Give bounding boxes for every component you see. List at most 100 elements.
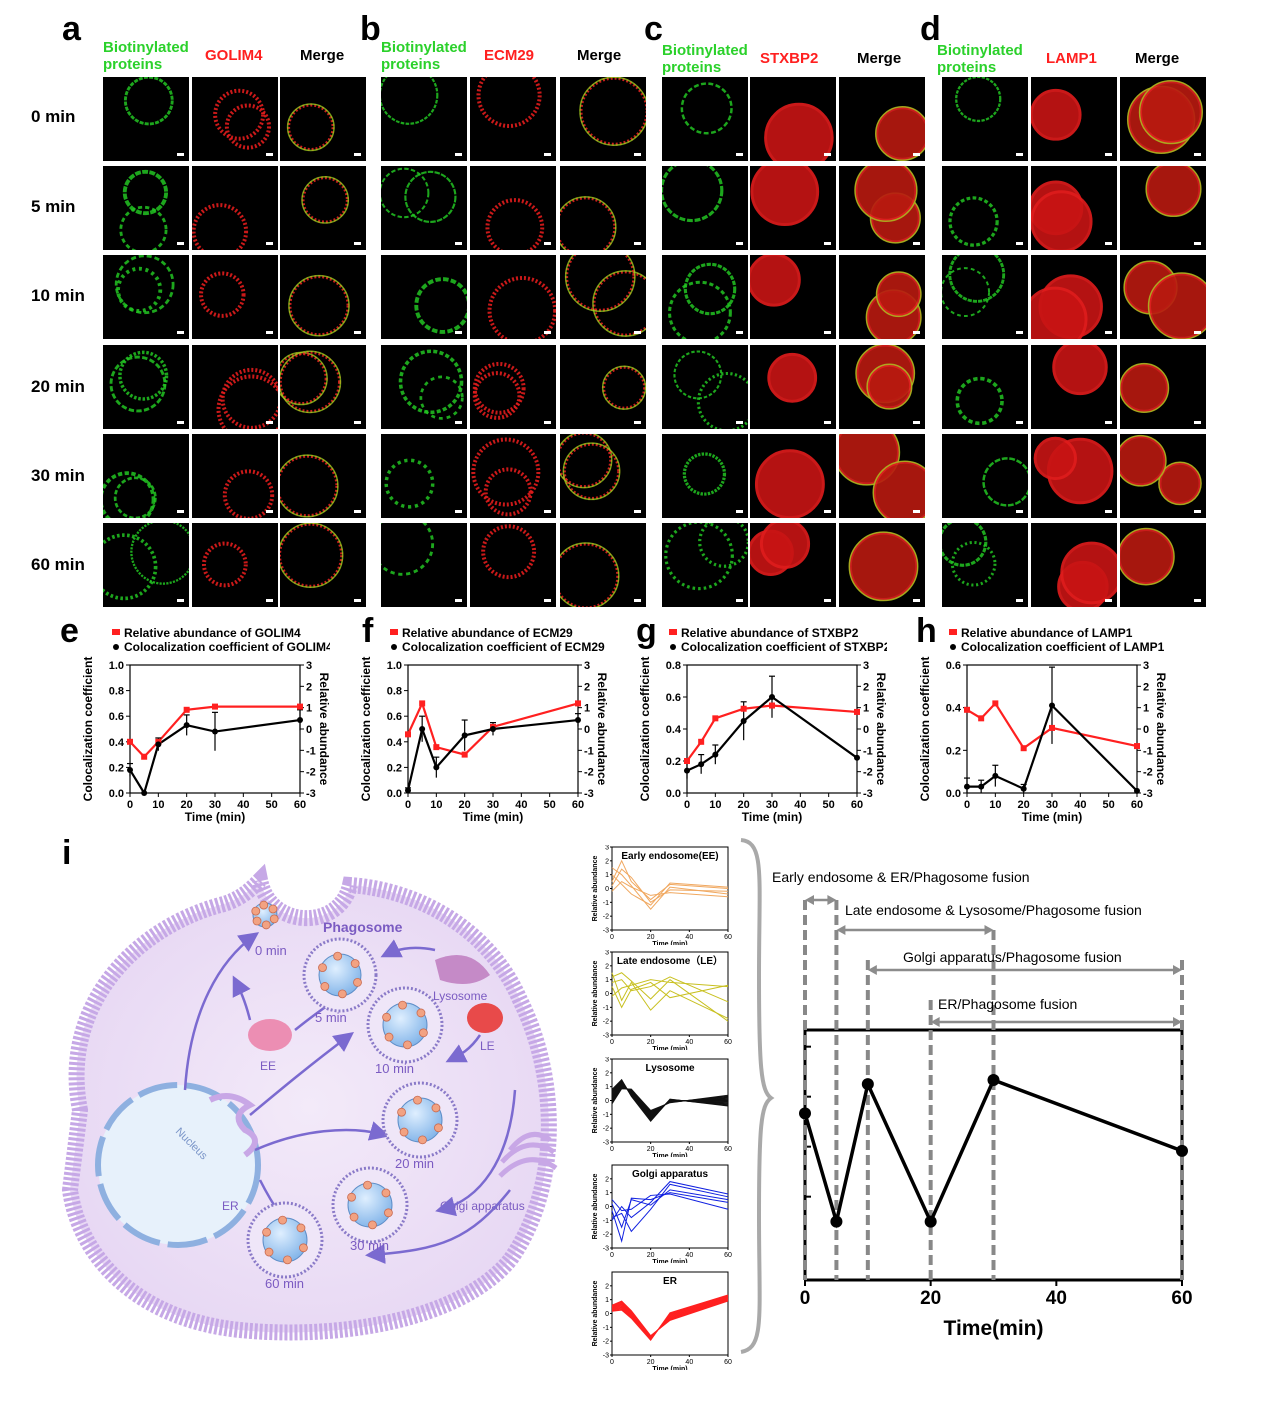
y-tick-label: -3	[603, 928, 609, 935]
phagosome-2	[366, 986, 444, 1064]
y2-tick-label: 2	[306, 681, 312, 693]
chart-f-legend: Relative abundance of ECM29Colocalizatio…	[390, 626, 605, 654]
x-tick-label: 60	[851, 799, 863, 811]
summary-point	[924, 1215, 937, 1228]
micrograph-c-1-green	[662, 166, 748, 250]
red-point	[684, 758, 690, 764]
summary-series-line	[803, 1077, 1183, 1229]
micrograph-d-4-red	[1031, 434, 1117, 518]
header-merge-b: Merge	[577, 47, 622, 64]
red-point	[698, 738, 705, 745]
micrograph-a-1-red	[192, 166, 278, 250]
micrograph-c-4-merge	[839, 434, 925, 518]
phagosome-time-label: 30 min	[350, 1238, 389, 1253]
header-merge-a: Merge	[300, 47, 345, 64]
red-point	[433, 744, 440, 751]
y2-tick-label: 1	[863, 703, 869, 715]
red-point	[1134, 743, 1140, 750]
cluster-line	[611, 979, 729, 997]
black-point	[698, 761, 705, 768]
y-tick-label: -1	[603, 1325, 609, 1332]
x-axis-label: Time (min)	[652, 1153, 687, 1157]
panel-letter-d: d	[920, 10, 941, 48]
x-tick-label: 10	[989, 799, 1001, 811]
chart-e: Relative abundance of GOLIM4Colocalizati…	[81, 626, 330, 824]
y-tick-label: 0.0	[666, 788, 681, 800]
x-tick-label: 60	[724, 1039, 732, 1046]
black-point	[297, 717, 303, 724]
y-axis-label: Relative abundance	[592, 1174, 599, 1240]
micrograph-a-4-red	[192, 434, 278, 518]
y-tick-label: 3	[605, 1057, 609, 1064]
y-tick-label: 0	[605, 1204, 609, 1211]
cluster-line	[611, 874, 729, 906]
micrograph-b-4-merge	[560, 434, 646, 518]
micrograph-d-4-green	[942, 434, 1028, 518]
panel-letter-h: h	[916, 612, 937, 650]
black-point	[155, 741, 162, 748]
phagosome-3	[381, 1081, 459, 1159]
micrograph-a-4-green	[103, 434, 189, 518]
x-tick-label: 0	[610, 1146, 614, 1153]
micrograph-c-2-red	[750, 255, 836, 339]
red-point	[964, 706, 970, 713]
black-point	[1020, 785, 1027, 792]
micrograph-d-3-merge	[1120, 345, 1206, 429]
micrograph-b-0-red	[470, 77, 556, 161]
y-axis-label: Colocalization coefficient	[81, 657, 95, 802]
svg-text:Relative abundance of STXBP2: Relative abundance of STXBP2	[681, 626, 859, 640]
micrograph-c-0-green	[662, 77, 748, 161]
time-label-30: 30 min	[31, 466, 85, 485]
y2-tick-label: 1	[584, 703, 590, 715]
y-tick-label: -3	[603, 1033, 609, 1040]
x-tick-label: 60	[724, 1252, 732, 1259]
black-point	[212, 728, 218, 735]
cluster-line	[611, 1088, 729, 1112]
chart-e-legend: Relative abundance of GOLIM4Colocalizati…	[112, 626, 330, 654]
y-tick-label: 1	[605, 977, 609, 984]
svg-text:Relative abundance of ECM29: Relative abundance of ECM29	[402, 626, 573, 640]
x-tick-label: 20	[459, 799, 471, 811]
x-tick-label: 20	[647, 1252, 655, 1259]
micrograph-d-1-green	[942, 166, 1028, 250]
y-tick-label: 1	[605, 1297, 609, 1304]
micrograph-b-5-red	[470, 523, 556, 607]
y-tick-label: 0.4	[946, 703, 962, 715]
micrograph-d-2-red	[1031, 255, 1117, 339]
panel-letter-e: e	[60, 612, 79, 650]
red-point	[1020, 745, 1027, 752]
summary-point	[861, 1078, 874, 1091]
bracket	[740, 838, 775, 1354]
y2-tick-label: -2	[863, 767, 873, 779]
lysosome-label: Lysosome	[433, 989, 488, 1003]
panel-letter-a: a	[62, 10, 81, 48]
y2-tick-label: 2	[863, 681, 869, 693]
x-tick-label: 60	[724, 1146, 732, 1153]
x-axis-label: Time(min)	[944, 1317, 1044, 1340]
micrograph-d-0-green	[942, 77, 1028, 161]
y-tick-label: 1	[605, 1084, 609, 1091]
svg-text:Colocalization coefficient of: Colocalization coefficient of STXBP2	[681, 640, 887, 654]
micrograph-a-0-red	[192, 77, 278, 161]
chart-h: Relative abundance of LAMP1Colocalizatio…	[918, 626, 1167, 824]
y-axis-label: Relative abundance	[592, 856, 599, 922]
y-tick-label: -1	[603, 1005, 609, 1012]
y-tick-label: 2	[605, 1283, 609, 1290]
summary-point	[1176, 1144, 1188, 1157]
header-green-d: Biotinylated proteins	[937, 42, 1023, 76]
y-tick-label: 2	[605, 1176, 609, 1183]
time-label-0: 0 min	[31, 107, 76, 126]
lysosome	[435, 955, 490, 984]
black-point	[405, 787, 411, 794]
x-tick-label: 60	[1131, 799, 1143, 811]
y-tick-label: 0.8	[109, 686, 124, 698]
fusion-summary-chart: 0 20 40 60 Time(min) Early endosome & ER/Phag…	[772, 869, 1193, 1340]
x-tick-label: 0	[405, 799, 411, 811]
phagosome-1	[302, 937, 378, 1013]
x-tick-label: 40	[794, 799, 806, 811]
y-tick-label: 3	[605, 950, 609, 957]
svg-text:Colocalization coefficient of: Colocalization coefficient of ECM29	[402, 640, 605, 654]
x-tick-label: 40	[685, 934, 693, 941]
y2-tick-label: 0	[584, 724, 590, 736]
